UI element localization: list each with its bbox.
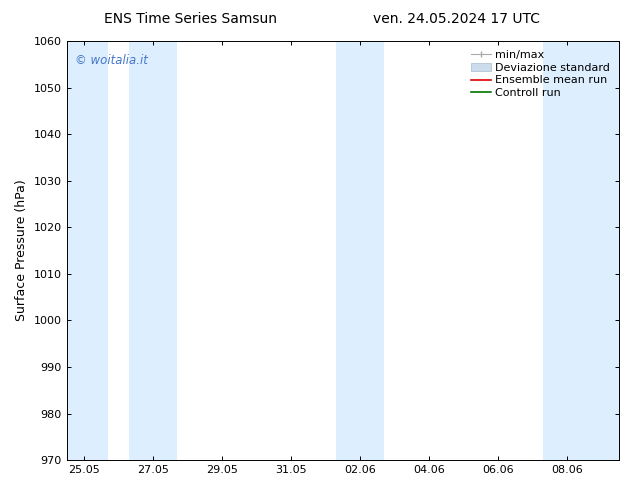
Legend: min/max, Deviazione standard, Ensemble mean run, Controll run: min/max, Deviazione standard, Ensemble m… [467, 47, 614, 101]
Bar [129, 41, 177, 460]
Y-axis label: Surface Pressure (hPa): Surface Pressure (hPa) [15, 180, 28, 321]
Bar [336, 41, 384, 460]
Bar [67, 41, 108, 460]
Text: © woitalia.it: © woitalia.it [75, 53, 148, 67]
Text: ENS Time Series Samsun: ENS Time Series Samsun [104, 12, 276, 26]
Text: ven. 24.05.2024 17 UTC: ven. 24.05.2024 17 UTC [373, 12, 540, 26]
Bar [543, 41, 619, 460]
